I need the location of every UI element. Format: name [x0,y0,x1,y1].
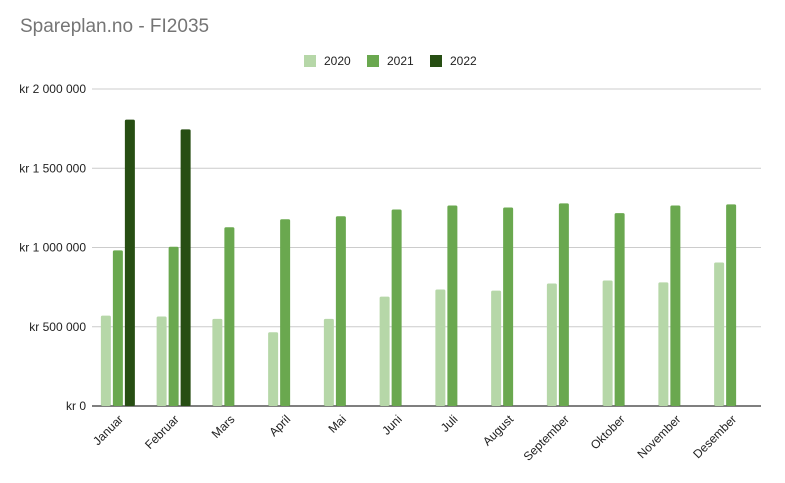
chart-title: Spareplan.no - FI2035 [20,16,210,37]
bar-2021-februar [168,246,179,406]
x-tick-label: Juli [438,412,461,435]
bar-2021-mai [335,216,346,406]
bar-2021-juni [391,209,402,406]
y-tick-label: kr 1 500 000 [19,161,86,175]
bar-2020-desember [714,262,725,406]
bar-2020-oktober [602,280,613,406]
bar-2020-november [658,282,669,406]
bar-2020-februar [156,316,167,406]
legend-label-2021: 2021 [387,54,414,68]
x-tick-label: September [521,412,572,463]
bar-2020-januar [100,315,111,406]
y-tick-label: kr 2 000 000 [19,82,86,96]
x-tick-label: Oktober [588,412,628,452]
x-tick-label: Mars [209,412,238,441]
bar-2020-juni [379,296,390,406]
x-tick-label: Januar [90,412,126,448]
bar-2020-april [268,332,279,406]
y-tick-label: kr 500 000 [29,320,86,334]
bar-2021-januar [112,250,123,406]
bar-2020-september [546,283,557,406]
legend: 2020 2021 2022 [304,54,477,68]
bar-2021-november [670,205,681,406]
bar-2021-desember [726,204,737,406]
bar-2021-juli [447,205,458,406]
bar-2022-januar [124,119,135,406]
y-tick-label: kr 1 000 000 [19,241,86,255]
bar-2020-mars [212,318,223,406]
x-tick-label: August [480,412,517,449]
x-tick-label: Mai [325,412,349,436]
legend-label-2022: 2022 [450,54,477,68]
y-axis-tick-labels: kr 0 kr 500 000 kr 1 000 000 kr 1 500 000 kr… [19,82,86,413]
x-tick-label: November [634,412,683,461]
legend-label-2020: 2020 [324,54,351,68]
bar-2022-februar [180,129,191,407]
bar-2021-mars [224,227,235,406]
legend-swatch-2020 [304,55,316,67]
legend-swatch-2021 [367,55,379,67]
x-tick-label: Desember [690,412,739,461]
x-tick-label: Juni [379,412,404,437]
bar-2021-august [503,207,514,406]
x-tick-label: April [266,412,293,439]
legend-swatch-2022 [430,55,442,67]
bar-2020-juli [435,289,446,406]
bar-2021-september [558,203,569,406]
x-axis-tick-labels: Januar Februar Mars April Mai Juni Juli August S… [90,412,739,464]
gridlines [92,88,761,407]
x-tick-label: Februar [142,412,182,452]
bars [100,119,737,407]
bar-2020-august [491,290,502,406]
bar-2021-april [280,219,291,406]
y-tick-label: kr 0 [66,399,86,413]
bar-2021-oktober [614,213,625,406]
bar-2020-mai [323,318,334,406]
